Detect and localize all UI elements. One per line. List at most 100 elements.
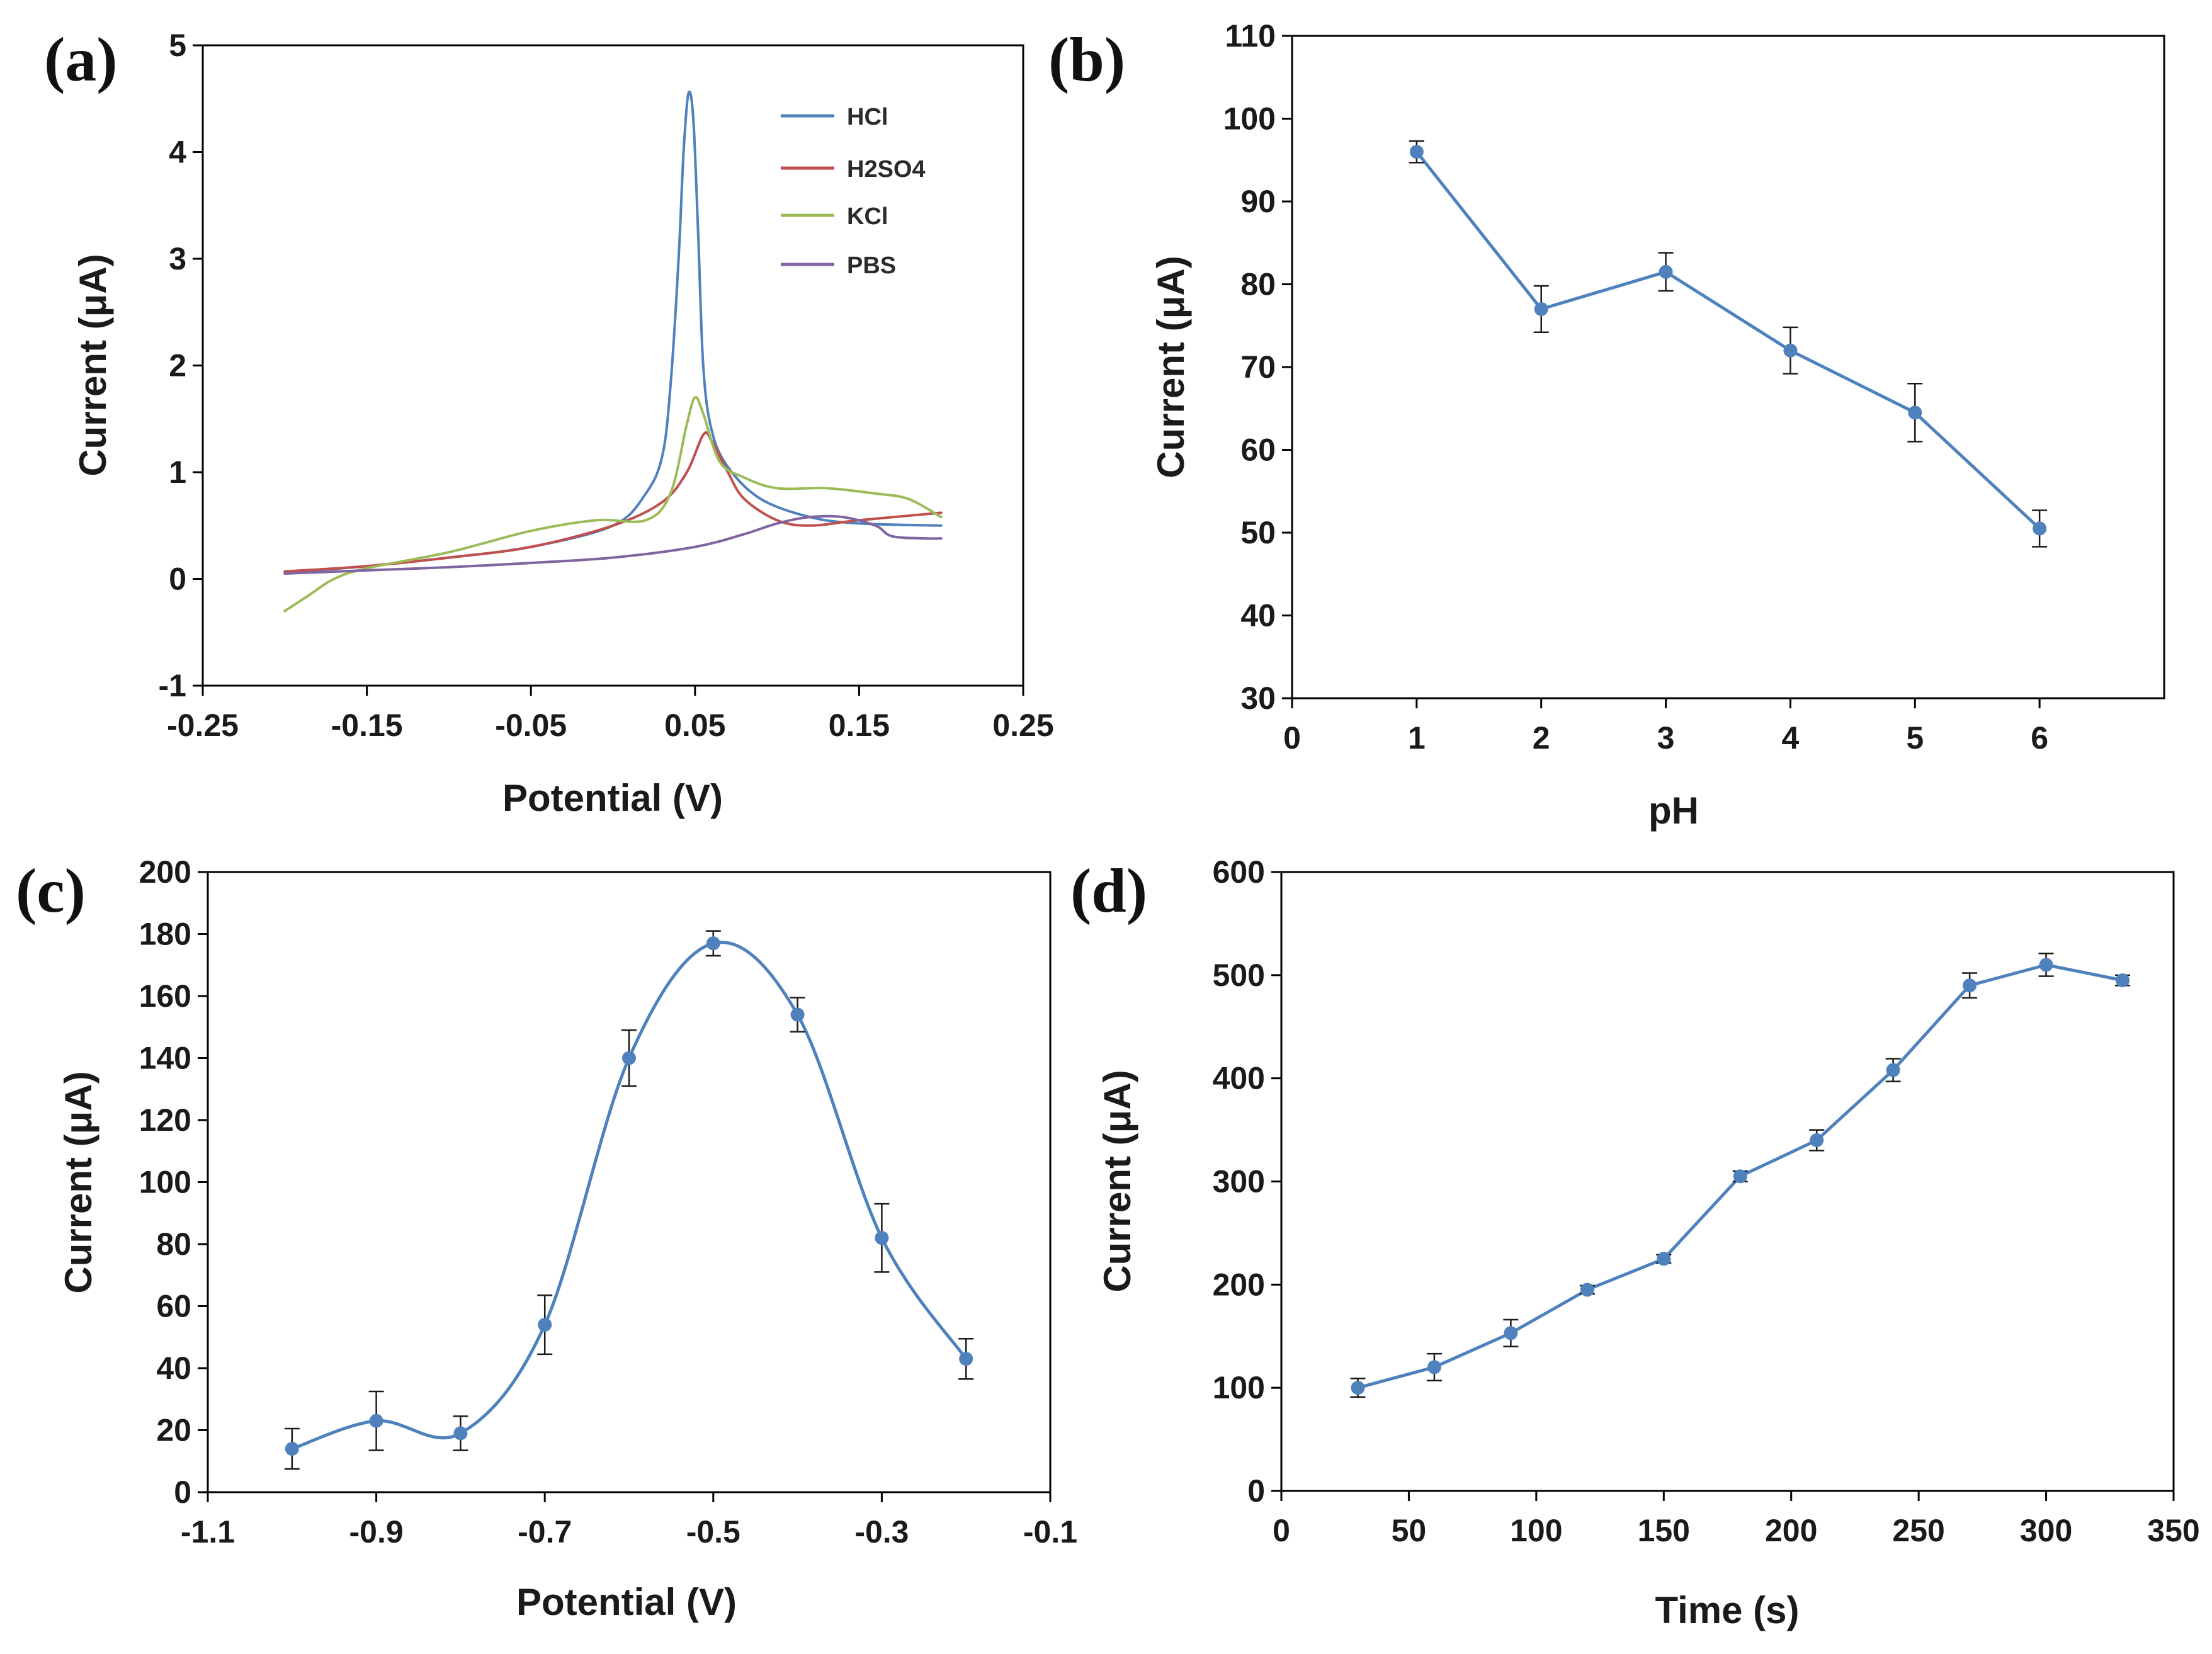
x-axis-label-a: Potential (V) xyxy=(502,777,723,819)
y-tick-label-a: 4 xyxy=(169,135,186,170)
data-point xyxy=(369,1413,383,1428)
x-tick-label-d: 200 xyxy=(1765,1513,1817,1548)
data-point xyxy=(1810,1133,1824,1147)
x-tick-label-d: 100 xyxy=(1510,1513,1562,1548)
data-point xyxy=(622,1051,636,1065)
y-tick-label-c: 80 xyxy=(156,1226,191,1262)
x-tick-label-d: 350 xyxy=(2147,1513,2199,1548)
data-point xyxy=(538,1318,552,1332)
plot-frame-a xyxy=(201,44,1024,687)
y-tick-label-c: 160 xyxy=(139,978,191,1014)
x-tick-label-b: 4 xyxy=(1782,720,1800,756)
data-point xyxy=(1657,1252,1671,1266)
data-point xyxy=(1351,1381,1365,1395)
data-point xyxy=(2116,973,2130,988)
data-point xyxy=(285,1442,299,1456)
x-tick-label-a: 0.05 xyxy=(664,708,725,743)
y-axis-label-c: Current (μA) xyxy=(57,1071,99,1293)
y-tick-label-b: 50 xyxy=(1240,515,1276,550)
x-tick-label-d: 300 xyxy=(2020,1513,2072,1548)
y-tick-label-a: 0 xyxy=(169,562,186,597)
x-tick-label-b: 6 xyxy=(2031,720,2048,756)
chart-panel-a: (a) -0.25 -0.15 -0.05 0.05 0.15 0.25-1012345 … xyxy=(44,25,1054,819)
data-point xyxy=(1783,343,1798,358)
y-tick-label-d: 100 xyxy=(1213,1370,1265,1405)
data-point xyxy=(790,1007,805,1022)
legend-label-pbs: PBS xyxy=(847,252,896,279)
legend-label-kcl: KCl xyxy=(847,203,888,230)
x-tick-label-a: 0.25 xyxy=(992,708,1053,743)
y-tick-label-c: 180 xyxy=(139,917,191,952)
data-point xyxy=(1580,1283,1594,1297)
y-tick-label-c: 60 xyxy=(156,1289,191,1324)
x-tick-label-c: -0.9 xyxy=(349,1514,404,1549)
data-point xyxy=(1427,1360,1441,1374)
x-tick-label-b: 3 xyxy=(1657,720,1675,756)
legend-label-hcl: HCl xyxy=(847,104,888,130)
x-tick-label-c: -0.1 xyxy=(1023,1514,1077,1549)
y-tick-label-b: 60 xyxy=(1240,433,1276,468)
series-line-potential-response xyxy=(290,941,968,1451)
data-point xyxy=(1534,302,1548,316)
x-tick-label-c: -1.1 xyxy=(181,1514,235,1549)
series-layer-d xyxy=(1350,953,2131,1398)
x-tick-label-d: 150 xyxy=(1638,1513,1690,1548)
x-tick-label-a: -0.25 xyxy=(167,708,239,743)
data-point xyxy=(453,1426,468,1441)
y-tick-label-c: 20 xyxy=(156,1413,191,1448)
x-axis-label-d: Time (s) xyxy=(1655,1589,1800,1631)
chart-panel-c: (c) -1.1 -0.9 -0.7 -0.5 -0.3 -0.1 0 20 40 60 80 100… xyxy=(16,854,1077,1623)
plot-frame-c xyxy=(207,871,1052,1493)
series-layer-c xyxy=(284,930,974,1470)
y-tick-label-b: 30 xyxy=(1240,681,1276,716)
x-tick-label-c: -0.7 xyxy=(518,1514,572,1549)
legend-label-h2so4: H2SO4 xyxy=(847,156,926,183)
x-tick-label-d: 0 xyxy=(1273,1513,1290,1548)
y-tick-label-d: 0 xyxy=(1247,1473,1265,1509)
y-tick-label-a: 1 xyxy=(169,455,186,490)
series-layer-b xyxy=(1409,140,2048,548)
y-tick-label-b: 110 xyxy=(1225,18,1276,54)
data-point xyxy=(1409,145,1424,159)
y-tick-label-c: 120 xyxy=(139,1102,191,1138)
legend-a: HCl H2SO4 KCl PBS xyxy=(781,104,926,279)
x-tick-label-b: 1 xyxy=(1408,720,1426,756)
y-tick-label-d: 300 xyxy=(1213,1164,1265,1199)
chart-panel-d: (d) 0 50 100 150 200 250 300 350 0 100 200 300 400 50… xyxy=(1070,854,2200,1631)
y-tick-label-a: -1 xyxy=(159,668,186,703)
data-point xyxy=(1504,1326,1518,1340)
data-point xyxy=(1963,978,1977,993)
y-tick-label-c: 0 xyxy=(174,1475,191,1510)
y-tick-label-a: 2 xyxy=(169,348,186,383)
x-tick-label-d: 50 xyxy=(1392,1513,1427,1548)
x-tick-label-c: -0.5 xyxy=(686,1514,740,1549)
data-point xyxy=(1659,264,1673,279)
y-axis-label-b: Current (μA) xyxy=(1150,256,1192,478)
series-line-hcl xyxy=(283,90,943,574)
chart-panel-b: (b) 0 1 2 3 4 5 6 30 40 50 60 70 80 90 100 110 pH Curre… xyxy=(1048,18,2165,832)
series-line-ph-response xyxy=(1415,150,2041,530)
y-tick-label-c: 140 xyxy=(139,1041,191,1076)
data-point xyxy=(875,1231,889,1245)
x-tick-label-a: -0.05 xyxy=(495,708,567,743)
axes-b: 0 1 2 3 4 5 6 30 40 50 60 70 80 90 100 110 xyxy=(1223,18,2048,756)
x-tick-label-b: 0 xyxy=(1283,720,1301,756)
data-point xyxy=(1908,405,1922,420)
data-point xyxy=(2039,958,2053,972)
x-tick-label-a: 0.15 xyxy=(829,708,890,743)
x-axis-label-c: Potential (V) xyxy=(516,1581,737,1623)
y-tick-label-d: 400 xyxy=(1213,1061,1265,1096)
y-tick-label-d: 500 xyxy=(1213,958,1265,993)
x-tick-label-d: 250 xyxy=(1892,1513,1944,1548)
axes-c: -1.1 -0.9 -0.7 -0.5 -0.3 -0.1 0 20 40 60 80 100 120 1… xyxy=(139,854,1078,1549)
panel-label-a: (a) xyxy=(44,25,118,94)
series-line-h2so4 xyxy=(283,431,943,573)
x-tick-label-a: -0.15 xyxy=(331,708,403,743)
y-tick-label-d: 200 xyxy=(1213,1267,1265,1302)
y-axis-label-d: Current (μA) xyxy=(1096,1070,1138,1292)
data-point xyxy=(1733,1169,1747,1184)
panel-label-c: (c) xyxy=(16,856,86,926)
y-tick-label-a: 3 xyxy=(169,241,186,276)
y-tick-label-d: 600 xyxy=(1213,854,1265,890)
